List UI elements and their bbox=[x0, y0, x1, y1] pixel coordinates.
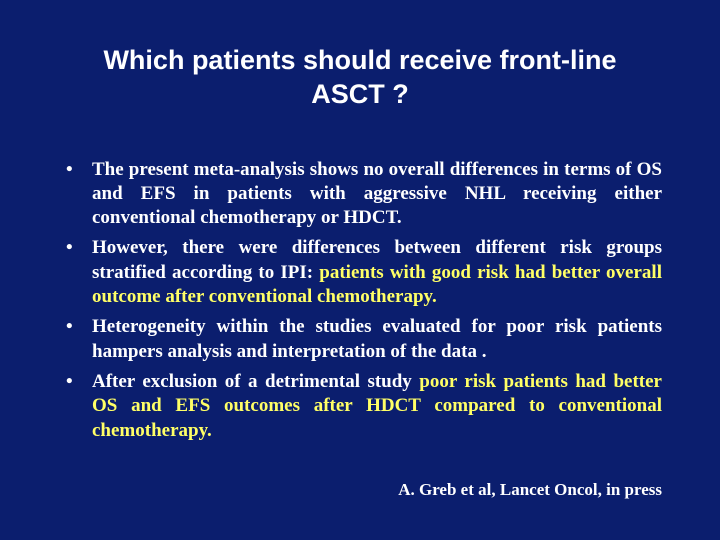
list-item: After exclusion of a detrimental study p… bbox=[58, 370, 662, 443]
bullet-list: The present meta-analysis shows no overa… bbox=[58, 158, 662, 443]
list-item: Heterogeneity within the studies evaluat… bbox=[58, 315, 662, 364]
bullet-text-pre: After exclusion of a detrimental study bbox=[92, 371, 419, 392]
list-item: The present meta-analysis shows no overa… bbox=[58, 158, 662, 231]
slide-title: Which patients should receive front-line… bbox=[58, 44, 662, 112]
list-item: However, there were differences between … bbox=[58, 236, 662, 309]
citation-text: A. Greb et al, Lancet Oncol, in press bbox=[398, 480, 662, 500]
bullet-text-pre: Heterogeneity within the studies evaluat… bbox=[92, 316, 662, 361]
bullet-text-pre: The present meta-analysis shows no overa… bbox=[92, 159, 662, 229]
